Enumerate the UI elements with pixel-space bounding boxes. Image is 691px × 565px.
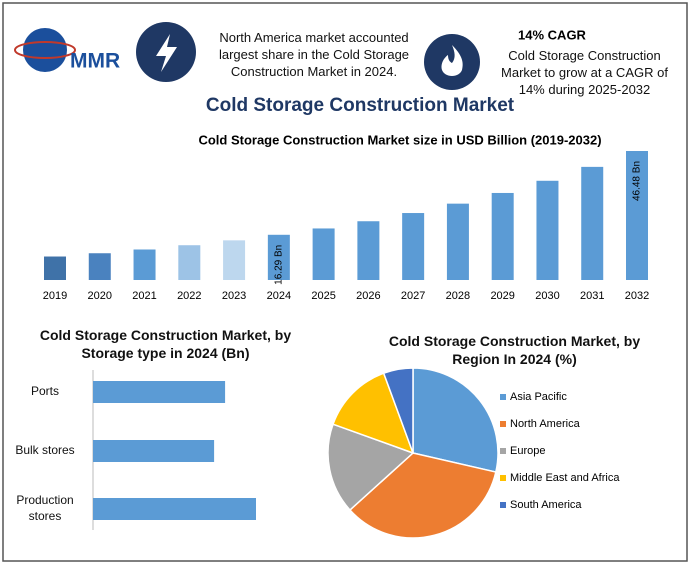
chart-title: Cold Storage Construction Market size in… — [198, 132, 601, 147]
icon-flame — [424, 34, 480, 90]
y-tick-label: Bulk stores — [15, 443, 75, 457]
pie-slice — [332, 372, 415, 455]
legend-label: South America — [510, 499, 582, 511]
bar — [44, 256, 66, 280]
bar — [178, 245, 201, 280]
legend-swatch — [500, 475, 506, 481]
x-tick-label: 2024 — [267, 290, 291, 302]
y-tick-label: Production stores — [16, 493, 74, 523]
legend-swatch — [500, 502, 506, 508]
legend-label: Europe — [510, 445, 545, 457]
bar — [357, 221, 380, 280]
x-tick-label: 2020 — [88, 290, 112, 302]
cagr-title: 14% CAGR — [518, 27, 587, 42]
chart-title: Cold Storage Construction Market, by Reg… — [388, 333, 641, 368]
pie-slice — [348, 452, 497, 539]
flame — [441, 45, 463, 76]
x-tick-label: 2029 — [490, 290, 514, 302]
bar — [312, 228, 335, 280]
bar — [223, 240, 246, 280]
bar — [491, 192, 514, 280]
x-tick-label: 2026 — [356, 290, 380, 302]
bar — [536, 180, 559, 280]
bolt — [156, 34, 177, 72]
pie-slice — [412, 367, 499, 473]
legend-label: North America — [510, 418, 581, 430]
bar — [402, 213, 425, 280]
value-label: 46.48 Bn — [632, 161, 643, 201]
bar — [93, 440, 215, 462]
x-tick-label: 2028 — [446, 290, 470, 302]
chart-title: Cold Storage Construction Market, by Sto… — [39, 327, 292, 362]
bar — [93, 498, 256, 520]
x-tick-label: 2022 — [177, 290, 201, 302]
y-tick-label: Ports — [30, 384, 59, 398]
info-left: North America market accounted largest s… — [218, 30, 410, 79]
bar — [581, 166, 604, 280]
pie-slice — [382, 367, 414, 454]
x-tick-label: 2027 — [401, 290, 425, 302]
bar — [446, 203, 469, 280]
logo-globe — [23, 28, 67, 72]
x-tick-label: 2030 — [535, 290, 559, 302]
info-right: Cold Storage Construction Market to grow… — [501, 48, 668, 97]
bar — [267, 234, 290, 280]
bar — [88, 253, 111, 280]
x-tick-label: 2019 — [43, 290, 67, 302]
legend-swatch — [500, 448, 506, 454]
legend-label: Asia Pacific — [510, 391, 567, 403]
x-tick-label: 2031 — [580, 290, 604, 302]
logo-text: MMR — [70, 50, 120, 73]
bar — [626, 151, 648, 280]
x-tick-label: 2025 — [311, 290, 335, 302]
legend-label: Middle East and Africa — [510, 472, 620, 484]
value-label: 16.29 Bn — [273, 245, 284, 285]
legend-swatch — [500, 394, 506, 400]
bar — [93, 381, 226, 403]
x-tick-label: 2021 — [132, 290, 156, 302]
main-title: Cold Storage Construction Market — [206, 95, 515, 116]
bar — [133, 249, 156, 280]
x-tick-label: 2023 — [222, 290, 246, 302]
legend-swatch — [500, 421, 506, 427]
logo-orbit — [14, 41, 76, 59]
x-tick-label: 2032 — [625, 290, 649, 302]
